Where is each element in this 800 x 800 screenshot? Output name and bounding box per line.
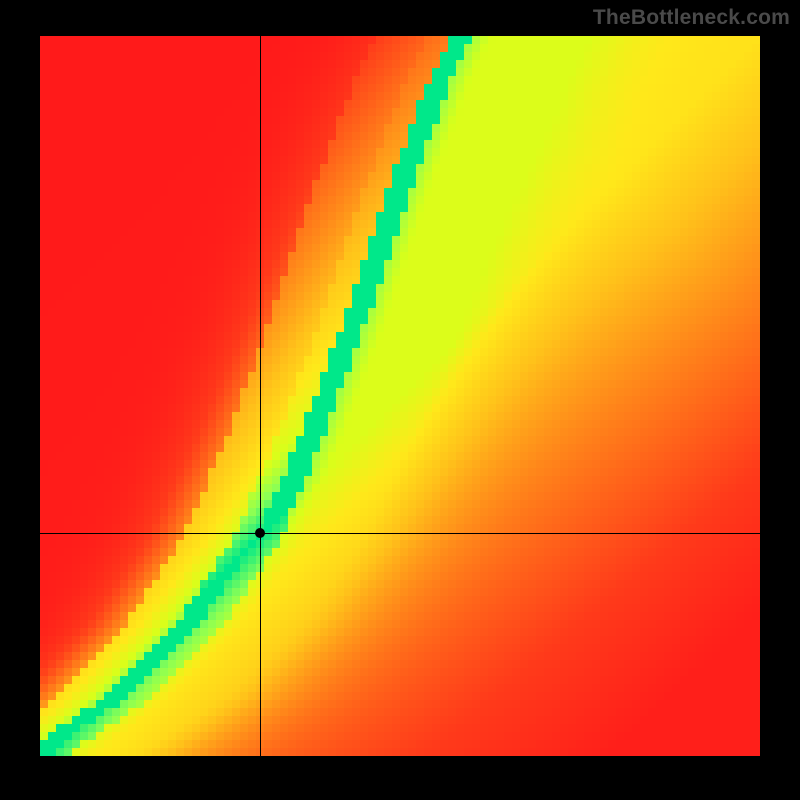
selection-point bbox=[255, 528, 265, 538]
crosshair-horizontal bbox=[40, 533, 760, 534]
bottleneck-heatmap bbox=[40, 36, 760, 756]
chart-container: TheBottleneck.com bbox=[0, 0, 800, 800]
plot-area bbox=[40, 36, 760, 756]
watermark-text: TheBottleneck.com bbox=[593, 6, 790, 30]
crosshair-vertical bbox=[260, 36, 261, 756]
